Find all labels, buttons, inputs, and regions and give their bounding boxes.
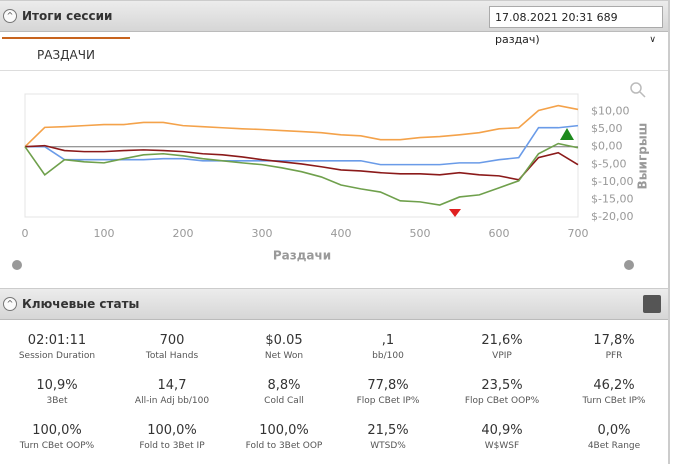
stat-label: Flop CBet OOP%: [464, 396, 540, 406]
stat-value: 21,6%: [481, 333, 523, 348]
x-tick-label: 100: [94, 227, 115, 240]
y-tick-label: $-5,00: [591, 157, 626, 170]
stats-header: ^ Ключевые статы: [0, 288, 668, 320]
session-text: 17.08.2021 20:31 689 раздач): [495, 11, 618, 46]
stat-value: $0.05: [265, 333, 303, 348]
stat: 40,9% W$WSF: [445, 423, 559, 451]
stat-label: Flop CBet IP%: [356, 396, 420, 406]
stat: 21,6% VPIP: [445, 333, 559, 361]
stat-label: 3Bet: [46, 396, 68, 406]
stat: 21,5% WTSD%: [331, 423, 445, 451]
y-tick-label: $5,00: [591, 122, 623, 135]
max-marker: [560, 128, 574, 140]
stat-label: Turn CBet OOP%: [19, 441, 95, 451]
stat-label: Fold to 3Bet IP: [139, 441, 205, 451]
settings-icon[interactable]: [12, 260, 22, 270]
y-tick-label: $-15,00: [591, 192, 633, 205]
stat-label: VPIP: [492, 351, 512, 361]
y-tick-label: $0,00: [591, 140, 623, 153]
stat-value: 14,7: [157, 378, 187, 393]
stat: 100,0% Fold to 3Bet IP: [115, 423, 229, 451]
stat: 100,0% Fold to 3Bet OOP: [227, 423, 341, 451]
info-icon[interactable]: [624, 260, 634, 270]
stat-value: 10,9%: [36, 378, 78, 393]
stat: 23,5% Flop CBet OOP%: [445, 378, 559, 406]
stat-value: 100,0%: [32, 423, 82, 438]
stat: 700 Total Hands: [115, 333, 229, 361]
stat-label: Fold to 3Bet OOP: [245, 441, 323, 451]
x-tick-label: 500: [410, 227, 431, 240]
stat-value: 77,8%: [367, 378, 409, 393]
stat-value: 100,0%: [259, 423, 309, 438]
x-tick-label: 0: [22, 227, 29, 240]
plot-frame: [24, 93, 579, 218]
y-tick-label: $-10,00: [591, 175, 633, 188]
scroll-border: [668, 0, 670, 464]
x-tick-label: 200: [173, 227, 194, 240]
stat: 14,7 All-in Adj bb/100: [115, 378, 229, 406]
stat-label: W$WSF: [484, 441, 520, 451]
stat-label: Cold Call: [264, 396, 304, 406]
stat: 100,0% Turn CBet OOP%: [0, 423, 114, 451]
stat-value: 700: [159, 333, 185, 348]
stat-value: 21,5%: [367, 423, 409, 438]
zoom-handle: [639, 91, 646, 98]
session-dropdown[interactable]: 17.08.2021 20:31 689 раздач) ∨: [489, 6, 663, 46]
chart: Раздачи Выигрыш 0 100 200 300 400 500 600 700 $1…: [12, 82, 650, 270]
stat-label: Session Duration: [18, 351, 96, 361]
x-tick-label: 300: [252, 227, 273, 240]
stat-label: All-in Adj bb/100: [134, 396, 210, 406]
y-tick-label: $10,00: [591, 105, 630, 118]
stat-label: Turn CBet IP%: [582, 396, 646, 406]
x-tick-label: 600: [489, 227, 510, 240]
stat-value: 0,0%: [597, 423, 631, 438]
stat-value: 23,5%: [481, 378, 523, 393]
stat-label: PFR: [605, 351, 623, 361]
stat-label: WTSD%: [370, 441, 406, 451]
dropdown-arrow: ∨: [649, 35, 656, 45]
collapse-icon[interactable]: ^: [3, 9, 17, 23]
stat-label: Net Won: [264, 351, 304, 361]
min-marker: [449, 209, 461, 217]
series-line: [24, 104, 579, 148]
stat-value: 46,2%: [593, 378, 635, 393]
stat: 8,8% Cold Call: [227, 378, 341, 406]
series-line: [24, 142, 579, 206]
layout-toggle[interactable]: [643, 295, 661, 313]
y-axis-title: Выигрыш: [636, 123, 650, 190]
stat: $0.05 Net Won: [227, 333, 341, 361]
stat: 0,0% 4Bet Range: [557, 423, 671, 451]
stat-value: 100,0%: [147, 423, 197, 438]
x-tick-label: 400: [331, 227, 352, 240]
stat: 77,8% Flop CBet IP%: [331, 378, 445, 406]
section-title: Итоги сессии: [22, 9, 113, 23]
collapse-icon[interactable]: ^: [3, 297, 17, 311]
stat-value: ,1: [381, 333, 395, 348]
stat-value: 02:01:11: [27, 333, 87, 348]
x-tick-label: 700: [568, 227, 589, 240]
series-line: [24, 144, 579, 181]
y-tick-label: $-20,00: [591, 210, 633, 223]
tab[interactable]: РАЗДАЧИ: [2, 37, 130, 71]
stat-label: bb/100: [372, 351, 404, 361]
stat-value: 40,9%: [481, 423, 523, 438]
tab-line: [0, 70, 668, 71]
stat: 17,8% PFR: [557, 333, 671, 361]
stat: 46,2% Turn CBet IP%: [557, 378, 671, 406]
stat-value: 17,8%: [593, 333, 635, 348]
session-header: ^ Итоги сессии 17.08.2021 20:31 689 разд…: [0, 0, 668, 46]
stat-label: Total Hands: [145, 351, 199, 361]
section-title: Ключевые статы: [22, 297, 140, 311]
stat: 10,9% 3Bet: [0, 378, 114, 406]
stat: ,1 bb/100: [331, 333, 445, 361]
x-axis-title: Раздачи: [273, 249, 331, 263]
stat-label: 4Bet Range: [587, 441, 641, 451]
stat: 02:01:11 Session Duration: [0, 333, 114, 361]
zoom-icon[interactable]: [630, 82, 642, 94]
stat-value: 8,8%: [267, 378, 301, 393]
